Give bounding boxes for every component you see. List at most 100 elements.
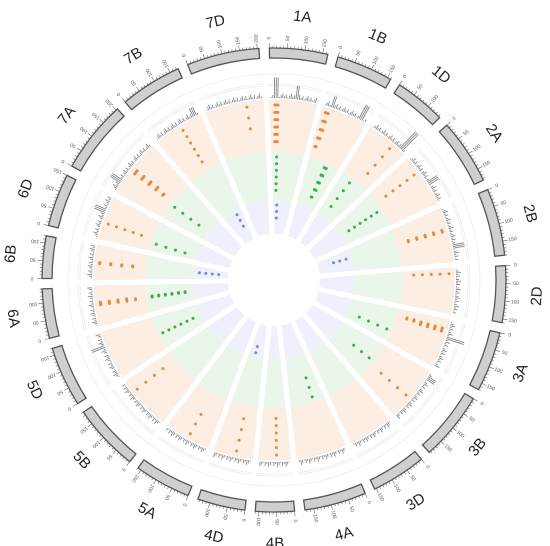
histogram-bar: [410, 400, 412, 402]
orange-dot-point: [405, 178, 409, 182]
histogram-bar: [120, 174, 125, 178]
histogram-bar: [142, 147, 146, 152]
histogram-bar: [95, 228, 100, 231]
orange-dot-point: [106, 222, 110, 226]
histogram-bar: [145, 143, 150, 148]
histogram-bar: [148, 144, 151, 147]
histogram-bar: [112, 173, 123, 181]
tick-mark: [40, 320, 46, 323]
histogram-bar: [321, 455, 324, 460]
histogram-bar: [215, 452, 218, 456]
histogram-bar: [112, 369, 117, 373]
tick-mark: [83, 414, 86, 417]
tick-mark: [94, 128, 97, 132]
histogram-bar: [91, 321, 97, 324]
tick-label: 150: [40, 354, 50, 362]
guide-circle: [79, 85, 469, 475]
histogram-bar: [365, 437, 369, 442]
histogram-bar: [442, 209, 446, 212]
tick-label: 100: [493, 367, 503, 376]
histogram-bar: [412, 158, 417, 163]
tick-label: 50: [105, 453, 113, 461]
orange-dot-point: [192, 147, 196, 151]
histogram-bar: [128, 393, 133, 397]
ideogram-2A: [438, 124, 485, 186]
histogram-bar: [115, 181, 120, 185]
histogram-bar: [420, 387, 422, 389]
tick-mark: [380, 71, 383, 75]
tick-mark: [183, 494, 186, 497]
histogram-bar: [359, 440, 362, 444]
histogram-bar: [443, 213, 446, 215]
orange-dot-point: [432, 233, 436, 237]
orange-dot-point: [156, 185, 160, 189]
histogram-bar: [414, 161, 418, 165]
chromosome-gap: [92, 181, 237, 262]
histogram-bar: [377, 128, 379, 131]
histogram-bar: [370, 433, 373, 436]
tick-mark: [140, 86, 143, 90]
tick-mark: [219, 505, 221, 509]
tick-label: 150: [53, 166, 63, 175]
histogram-bar: [381, 130, 384, 134]
green-dot-point: [375, 210, 379, 214]
tick-label: 100: [216, 39, 224, 49]
ideogram-4D: [197, 488, 247, 511]
tick-label: 100: [29, 300, 38, 307]
histogram-bar: [103, 204, 108, 207]
tick-mark: [337, 502, 340, 506]
orange-dot-point: [275, 453, 279, 457]
histogram-bar: [435, 193, 441, 197]
histogram-bar: [339, 449, 342, 452]
tick-mark: [453, 131, 456, 134]
chromosome-label: 6D: [14, 177, 37, 201]
orange-dot-point: [391, 189, 395, 193]
tick-mark: [126, 461, 130, 466]
histogram-bar: [413, 161, 416, 164]
orange-dot-point: [274, 446, 278, 450]
histogram-bar: [398, 412, 400, 414]
chromosome-gap: [313, 193, 462, 265]
histogram-bar: [398, 144, 402, 148]
tick-mark: [482, 177, 485, 179]
histogram-bar: [113, 184, 118, 188]
histogram-bar: [420, 171, 422, 173]
histogram-bar: [180, 436, 183, 440]
chromosome-label: 5A: [135, 499, 159, 523]
chromosome-gap: [317, 260, 479, 279]
histogram-bar: [233, 97, 235, 103]
histogram-bar: [434, 364, 440, 368]
tick-mark: [480, 386, 483, 388]
dot-tracks: [98, 103, 451, 457]
tick-mark: [58, 186, 62, 189]
histogram-bar: [356, 441, 359, 445]
histogram-bar: [403, 150, 406, 153]
tick-mark: [173, 489, 176, 493]
tick-label: 0: [365, 500, 372, 505]
histogram-bar: [139, 154, 142, 157]
tick-label: 100: [145, 67, 155, 77]
tick-label: 100: [455, 430, 465, 440]
histogram-bar: [426, 178, 430, 181]
tick-mark: [180, 492, 182, 496]
histogram-bar: [100, 212, 105, 215]
tick-mark: [394, 477, 397, 481]
tick-mark: [176, 491, 179, 494]
histogram-bar: [330, 96, 336, 108]
histogram-bar: [295, 85, 299, 100]
tick-mark: [145, 473, 148, 477]
blue-dot-point: [235, 213, 239, 217]
orange-dot-point: [418, 323, 422, 327]
histogram-bar: [196, 112, 199, 115]
histogram-bar: [441, 350, 444, 353]
histogram-bar: [442, 347, 446, 350]
tick-mark: [85, 140, 88, 143]
tick-mark: [430, 106, 433, 110]
histogram-bar: [185, 117, 188, 121]
histogram-bar: [94, 233, 98, 236]
tick-mark: [483, 379, 486, 382]
histogram-bar: [110, 176, 121, 184]
orange-dot-point: [152, 373, 156, 377]
histogram-bar: [313, 99, 315, 103]
histogram-bar: [138, 403, 141, 407]
